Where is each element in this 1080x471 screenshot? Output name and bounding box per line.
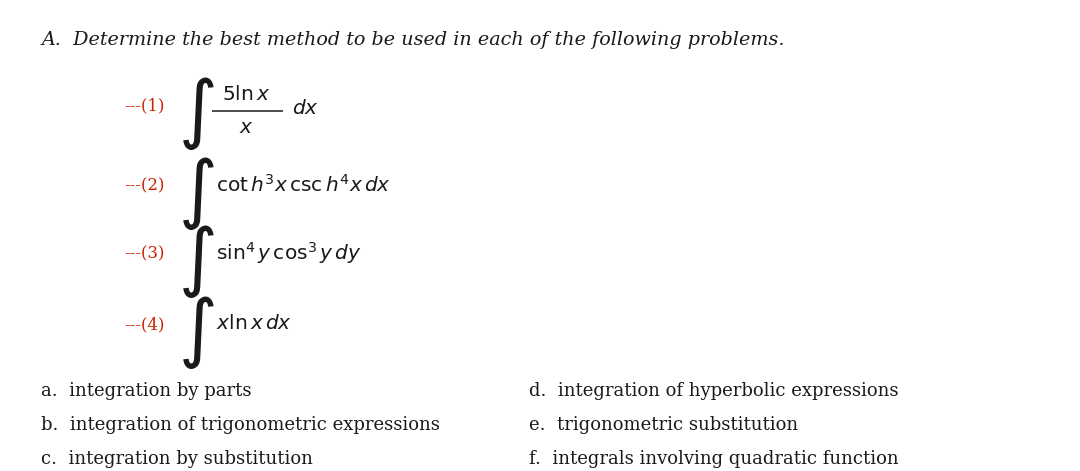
Text: $\int$: $\int$ <box>178 154 215 232</box>
Text: ---(3): ---(3) <box>124 246 164 263</box>
Text: ---(1): ---(1) <box>124 97 164 114</box>
Text: $\int$: $\int$ <box>178 74 215 152</box>
Text: b.  integration of trigonometric expressions: b. integration of trigonometric expressi… <box>41 416 440 434</box>
Text: d.  integration of hyperbolic expressions: d. integration of hyperbolic expressions <box>529 382 899 400</box>
Text: ---(4): ---(4) <box>124 317 164 333</box>
Text: $\sin^4 y\,\cos^3 y\,dy$: $\sin^4 y\,\cos^3 y\,dy$ <box>216 240 362 266</box>
Text: a.  integration by parts: a. integration by parts <box>41 382 252 400</box>
Text: e.  trigonometric substitution: e. trigonometric substitution <box>529 416 798 434</box>
Text: $x\ln x\,dx$: $x\ln x\,dx$ <box>216 314 292 333</box>
Text: $\mathrm{cot}\,h^3x\,\mathrm{csc}\,h^4x\,dx$: $\mathrm{cot}\,h^3x\,\mathrm{csc}\,h^4x\… <box>216 174 391 195</box>
Text: A.  Determine the best method to be used in each of the following problems.: A. Determine the best method to be used … <box>41 31 784 49</box>
Text: $x$: $x$ <box>239 118 254 137</box>
Text: ---(2): ---(2) <box>124 178 164 195</box>
Text: c.  integration by substitution: c. integration by substitution <box>41 450 313 468</box>
Text: $5\ln x$: $5\ln x$ <box>222 85 270 104</box>
Text: $dx$: $dx$ <box>292 99 319 118</box>
Text: $\int$: $\int$ <box>178 293 215 371</box>
Text: $\int$: $\int$ <box>178 223 215 300</box>
Text: f.  integrals involving quadratic function: f. integrals involving quadratic functio… <box>529 450 899 468</box>
